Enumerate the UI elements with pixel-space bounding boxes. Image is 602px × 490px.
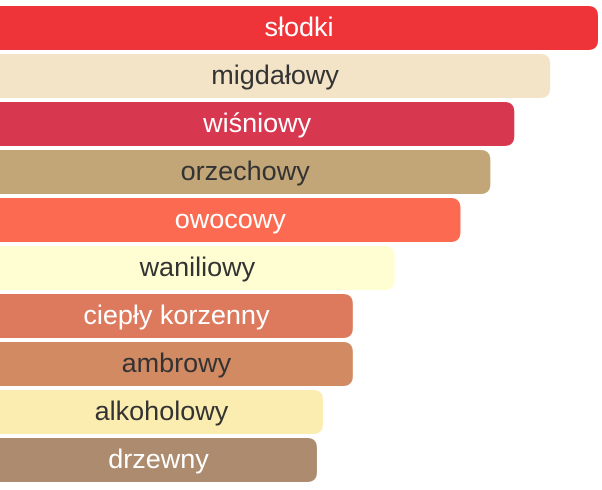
bar — [0, 294, 353, 338]
bar — [0, 150, 491, 194]
bar — [0, 342, 353, 386]
bar — [0, 6, 598, 50]
bar — [0, 198, 461, 242]
bar-label: owocowy — [175, 204, 287, 234]
bar-label: alkoholowy — [95, 396, 229, 426]
bar-label: ambrowy — [122, 348, 232, 378]
bar-label: słodki — [264, 12, 333, 42]
bar-label: drzewny — [108, 444, 209, 474]
bar — [0, 54, 551, 98]
bar-label: waniliowy — [139, 252, 256, 282]
bar — [0, 390, 323, 434]
bar — [0, 246, 395, 290]
bar — [0, 102, 515, 146]
bar-label: wiśniowy — [202, 108, 312, 138]
bar-label: ciepły korzenny — [83, 300, 270, 330]
bar-label: orzechowy — [181, 156, 311, 186]
bar-label: migdałowy — [211, 60, 339, 90]
bar — [0, 438, 317, 482]
